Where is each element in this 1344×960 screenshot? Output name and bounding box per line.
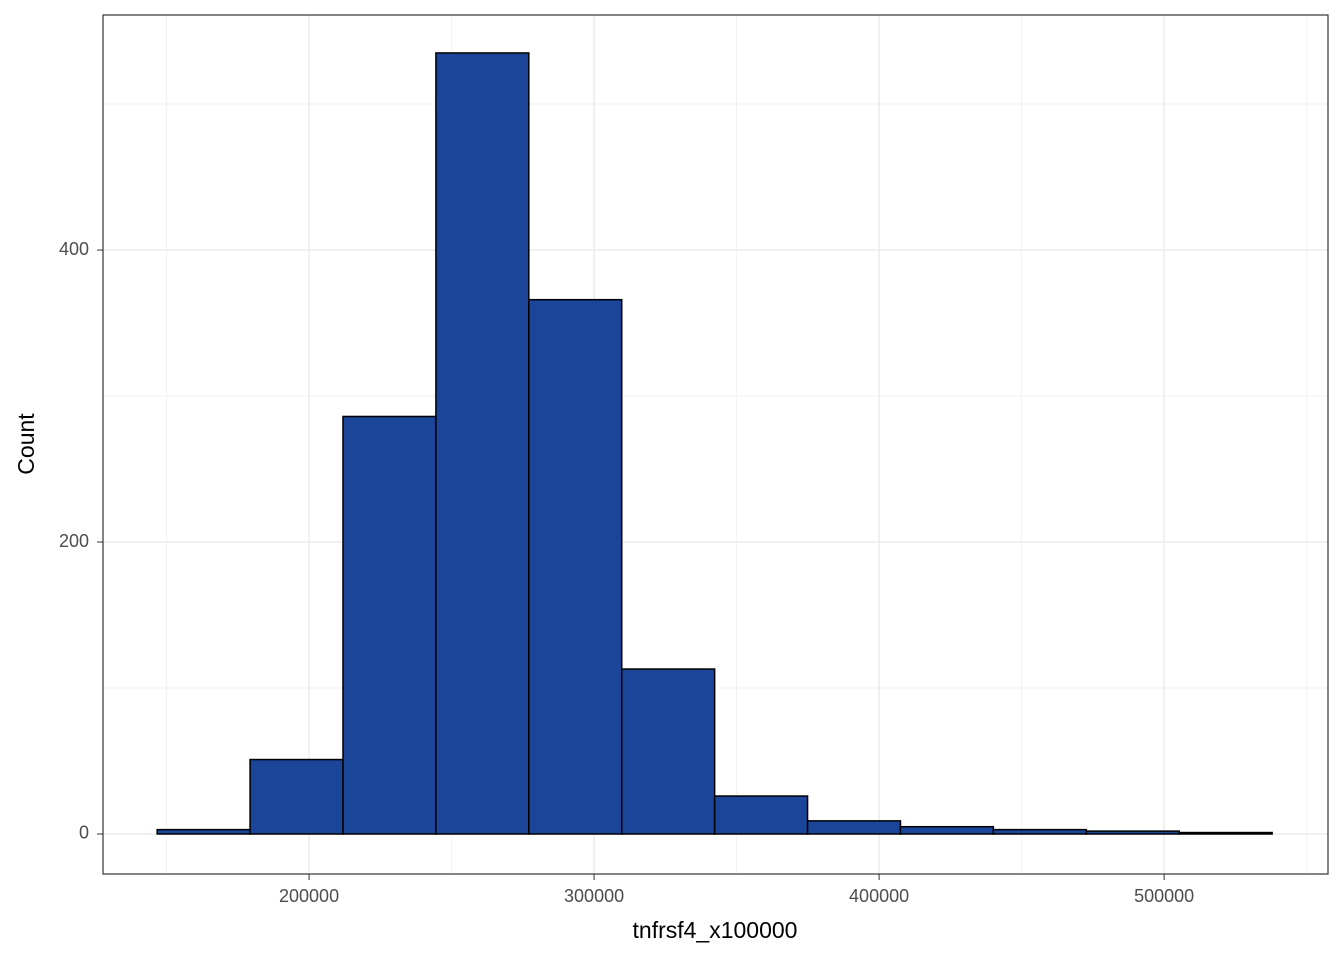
plot-border — [102, 14, 1329, 875]
x-tick-label: 400000 — [849, 886, 909, 906]
bar — [1178, 831, 1273, 835]
bar — [620, 668, 716, 835]
bar — [435, 52, 530, 835]
x-tick-label: 300000 — [564, 886, 624, 906]
bar — [713, 795, 809, 835]
bar — [342, 415, 437, 835]
x-tick-label: 500000 — [1134, 886, 1194, 906]
y-axis-title: Count — [13, 413, 39, 475]
y-tick-label: 200 — [59, 531, 89, 551]
bar — [899, 825, 995, 835]
x-tick-label: 200000 — [279, 886, 339, 906]
bar — [249, 758, 344, 835]
bar — [806, 820, 902, 835]
plot-background — [103, 15, 1328, 874]
y-tick-label: 400 — [59, 239, 89, 259]
bar — [992, 828, 1088, 835]
bar — [528, 298, 623, 835]
bar — [156, 828, 251, 835]
x-axis-title: tnfrsf4_x100000 — [633, 917, 798, 943]
y-tick-label: 0 — [79, 823, 89, 843]
bar — [1085, 830, 1180, 835]
